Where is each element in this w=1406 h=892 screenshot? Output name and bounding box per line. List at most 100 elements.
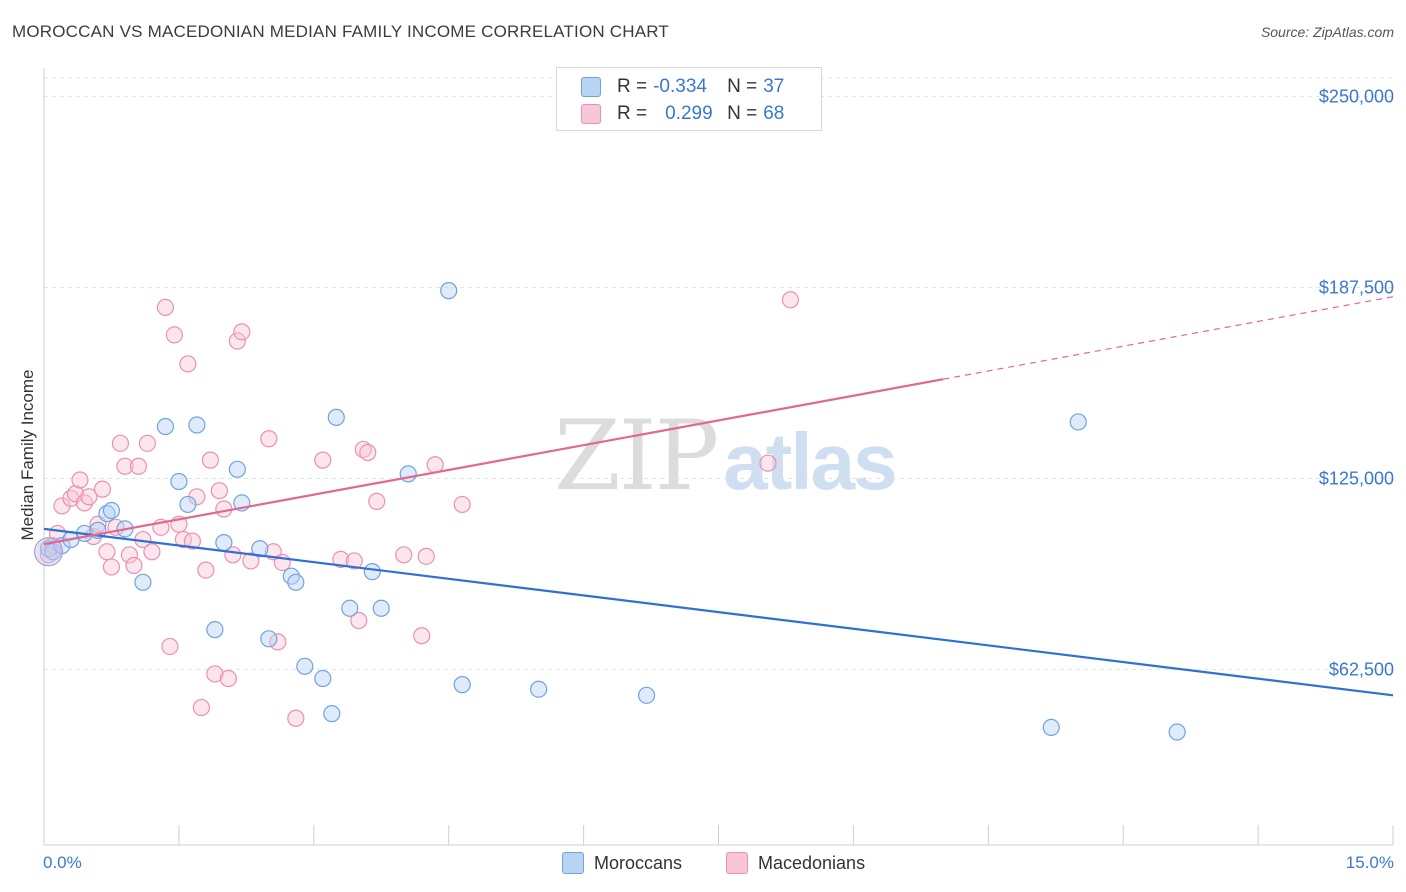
data-point [156, 298, 175, 317]
data-point [183, 532, 201, 550]
chart-title: MOROCCAN VS MACEDONIAN MEDIAN FAMILY INC… [12, 22, 670, 41]
legend-r-value: 0.299 [665, 103, 713, 124]
data-point [192, 698, 210, 717]
data-point [372, 599, 390, 617]
legend-n-label: N = [727, 103, 758, 124]
data-point [1069, 413, 1087, 431]
data-point [637, 686, 656, 704]
data-point [111, 434, 130, 452]
data-point [269, 633, 287, 651]
data-point [359, 443, 377, 462]
x-tick-label-min: 0.0% [43, 853, 82, 872]
data-point [80, 488, 98, 506]
data-point [759, 454, 777, 472]
cluster-point [33, 537, 64, 567]
data-point [210, 482, 228, 500]
trend-line-moroccans [43, 527, 1394, 697]
data-point [102, 501, 121, 520]
data-point [260, 630, 278, 648]
y-tick-label: $125,000 [1318, 468, 1394, 489]
data-point [116, 457, 134, 475]
data-point [228, 460, 246, 478]
trend-line-macedonians [43, 378, 944, 546]
legend-swatch-blue [562, 852, 584, 874]
data-point [228, 332, 246, 350]
data-point [399, 465, 417, 483]
data-point [179, 355, 197, 373]
legend-label-moroccans: Moroccans [594, 852, 683, 873]
data-point [781, 291, 800, 309]
data-point [125, 556, 143, 575]
data-point [350, 611, 368, 630]
data-point [453, 676, 471, 694]
y-axis-label: Median Family Income [18, 369, 37, 541]
data-point [413, 627, 431, 645]
data-point [395, 546, 413, 564]
legend-r-label: R = [617, 76, 648, 97]
data-point [296, 657, 314, 675]
data-point [179, 495, 197, 514]
data-point [242, 552, 260, 570]
data-point [287, 573, 305, 591]
data-point [156, 417, 175, 436]
data-point [219, 669, 237, 688]
watermark-atlas: atlas [723, 417, 897, 506]
legend-swatch-pink [581, 104, 601, 124]
data-point [188, 416, 206, 434]
data-point [161, 637, 179, 656]
y-tick-label: $187,500 [1318, 277, 1394, 298]
data-point [102, 558, 121, 576]
data-point [287, 709, 305, 727]
data-point [129, 457, 148, 475]
legend-r-value: -0.334 [653, 76, 707, 97]
data-point [363, 563, 381, 581]
legend-n-value: 37 [763, 76, 785, 97]
data-point [93, 480, 112, 498]
legend-swatch-blue [581, 77, 601, 97]
data-point [417, 547, 435, 565]
watermark-zip: ZIP [554, 400, 719, 512]
data-point [260, 430, 278, 448]
data-point [1042, 718, 1060, 737]
legend-r-label: R = [617, 103, 648, 124]
data-point [215, 534, 233, 552]
legend-row-macedonians: R = 0.299 N = 68 [581, 101, 784, 127]
watermark: ZIPatlas [554, 400, 898, 512]
stats-legend: R = -0.334 N = 37 R = 0.299 N = 68 [556, 67, 822, 131]
source-label: Source: ZipAtlas.com [1260, 24, 1394, 40]
data-point [143, 543, 161, 561]
y-tick-label: $250,000 [1318, 86, 1394, 107]
data-point [1168, 723, 1186, 741]
data-point [345, 552, 363, 570]
data-point [206, 621, 224, 639]
legend-swatch-pink [726, 852, 748, 874]
series-legend-moroccans[interactable]: Moroccans [562, 852, 682, 874]
data-point [206, 665, 224, 683]
data-point [197, 561, 215, 579]
y-tick-label: $62,500 [1328, 659, 1394, 680]
data-point [120, 546, 139, 564]
data-point [165, 326, 184, 344]
data-point [134, 573, 152, 591]
trend-line-macedonians-extension [943, 296, 1394, 380]
data-point [66, 485, 85, 503]
data-point [314, 451, 332, 469]
data-point [323, 705, 341, 723]
data-point [98, 543, 116, 561]
data-point [314, 669, 332, 688]
data-point [368, 492, 386, 510]
data-point [170, 472, 188, 491]
data-point [453, 495, 471, 514]
data-point [341, 599, 359, 617]
legend-n-label: N = [727, 76, 758, 97]
series-legend-macedonians[interactable]: Macedonians [726, 852, 865, 874]
data-point [71, 471, 89, 489]
data-point [332, 550, 350, 569]
data-point [233, 323, 251, 341]
data-point [201, 451, 219, 469]
legend-n-value: 68 [763, 103, 785, 124]
legend-label-macedonians: Macedonians [758, 852, 866, 873]
legend-row-moroccans: R = -0.334 N = 37 [581, 74, 784, 100]
data-point [251, 540, 269, 558]
